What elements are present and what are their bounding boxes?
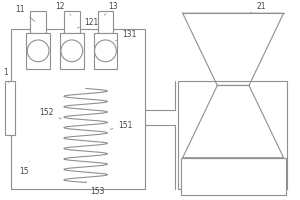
Bar [94, 33, 117, 69]
Text: 131: 131 [116, 30, 137, 41]
Bar [60, 33, 84, 69]
Bar [26, 33, 50, 69]
Text: 151: 151 [110, 121, 133, 130]
Text: 15: 15 [19, 162, 29, 176]
Bar [64, 11, 80, 33]
Text: 21: 21 [249, 2, 266, 14]
Circle shape [94, 40, 116, 62]
Bar [11, 29, 145, 189]
Circle shape [61, 40, 83, 62]
Text: 11: 11 [15, 5, 35, 21]
Text: 12: 12 [55, 2, 71, 15]
Text: 152: 152 [39, 108, 62, 119]
Bar [181, 158, 286, 195]
Text: 1: 1 [4, 68, 9, 83]
Bar [98, 11, 113, 33]
Text: 13: 13 [104, 2, 118, 15]
Bar [178, 81, 286, 189]
Bar [30, 11, 46, 33]
Text: 153: 153 [86, 181, 105, 196]
Text: 121: 121 [77, 18, 99, 28]
Bar [5, 81, 15, 135]
Circle shape [27, 40, 49, 62]
